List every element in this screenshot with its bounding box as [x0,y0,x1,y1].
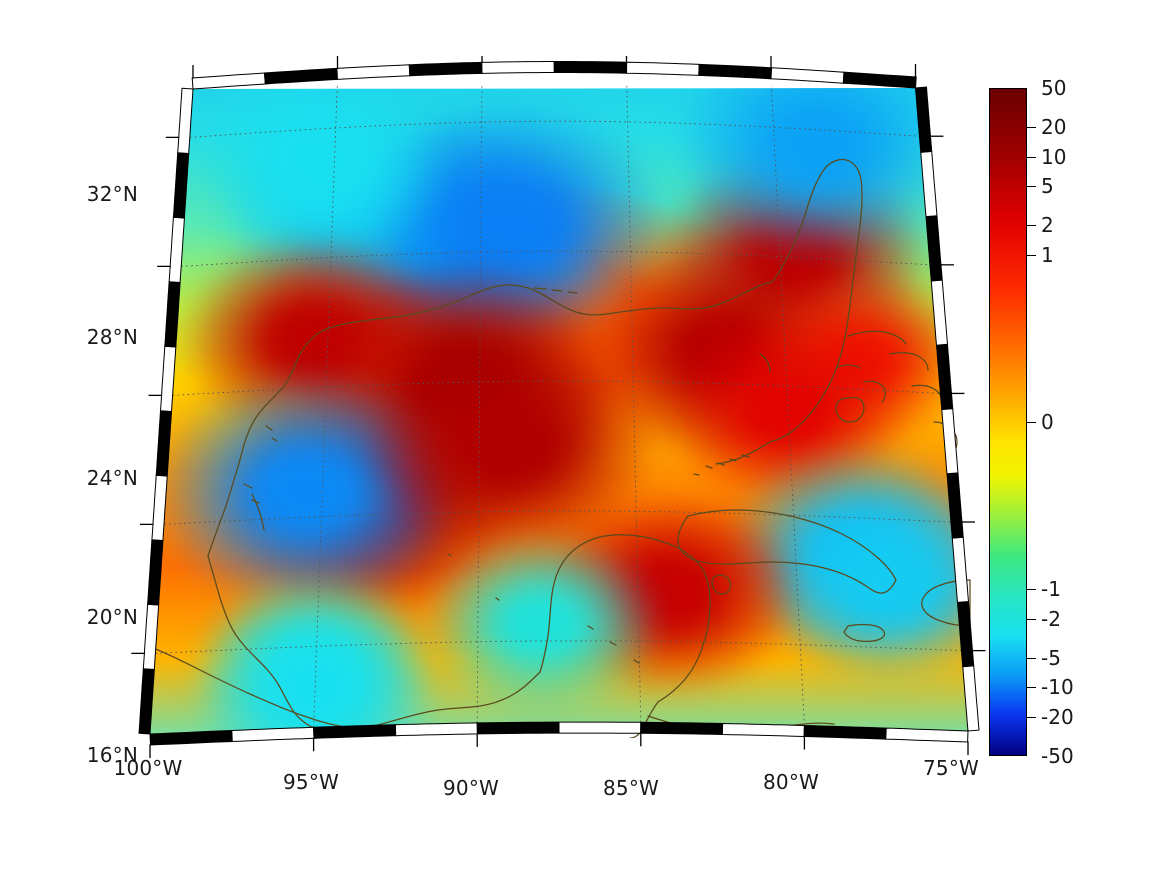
colorbar-label--50: -50 [1041,744,1074,768]
colorbar-tick--20 [1027,716,1036,718]
map-panel: 32°N 28°N 24°N 20°N 16°N 100°W 95°W 90°W… [87,56,986,800]
lat-tick-label-28n: 28°N [86,325,138,349]
lon-tick-label-80w: 80°W [762,770,820,794]
colorbar-tick-2 [1027,225,1036,227]
colorbar-tick-5 [1027,186,1036,188]
colorbar-label-0: 0 [1041,410,1054,434]
scalar-field-image [150,88,968,734]
colorbar-tick--1 [1027,589,1036,590]
lat-tick-label-24n: 24°N [86,466,138,490]
lon-tick-label-95w: 95°W [282,770,340,794]
colorbar-label-1: 1 [1041,243,1054,267]
colorbar-label-5: 5 [1041,174,1054,199]
colorbar-gradient [990,89,1026,755]
colorbar-tick-1 [1027,255,1036,256]
colorbar-label--5: -5 [1041,645,1061,670]
lat-tick-label-20n: 20°N [86,605,138,629]
colorbar-label-20: 20 [1041,115,1067,140]
frame-seg-lon-4 [481,61,555,74]
lat-tick-label-16n: 16°N [86,743,138,767]
colorbar-label-50: 50 [1041,76,1067,100]
frame-seg-lon-2 [336,64,411,80]
lon-tick-label-100w: 100°W [113,756,183,780]
frame-seg-lon-1 [263,67,339,85]
lon-tick-label-85w: 85°W [602,776,660,800]
colorbar-label--20: -20 [1041,704,1074,729]
colorbar-label--10: -10 [1041,675,1074,700]
colorbar-tick--10 [1027,687,1036,689]
map-data-area [148,86,972,738]
frame-seg-lon-5 [553,61,628,74]
colorbar: 50 20 10 5 2 1 0 -1 -2 -5 -10 -20 -50 [989,78,1159,766]
lat-tick-label-32n: 32°N [86,182,138,206]
frame-seg-lon-7 [698,63,773,80]
field-blob-belize-coast [422,531,663,719]
colorbar-label--2: -2 [1041,606,1061,631]
frame-seg-lon-3 [408,61,483,77]
colorbar-label-10: 10 [1041,144,1067,169]
colorbar-tick--2 [1027,618,1036,620]
lon-tick-label-75w: 75°W [922,756,980,780]
frame-seg-lon-6 [625,61,700,76]
colorbar-tick--5 [1027,657,1036,659]
colorbar-tick-0 [1027,422,1036,423]
colorbar-label--1: -1 [1041,577,1061,601]
frame-seg-lon-8 [770,67,845,84]
lon-tick-label-90w: 90°W [442,776,500,800]
colorbar-tick-20 [1027,127,1036,129]
colorbar-gradient-box [989,88,1027,756]
colorbar-label-2: 2 [1041,213,1054,238]
colorbar-tick-10 [1027,156,1036,158]
